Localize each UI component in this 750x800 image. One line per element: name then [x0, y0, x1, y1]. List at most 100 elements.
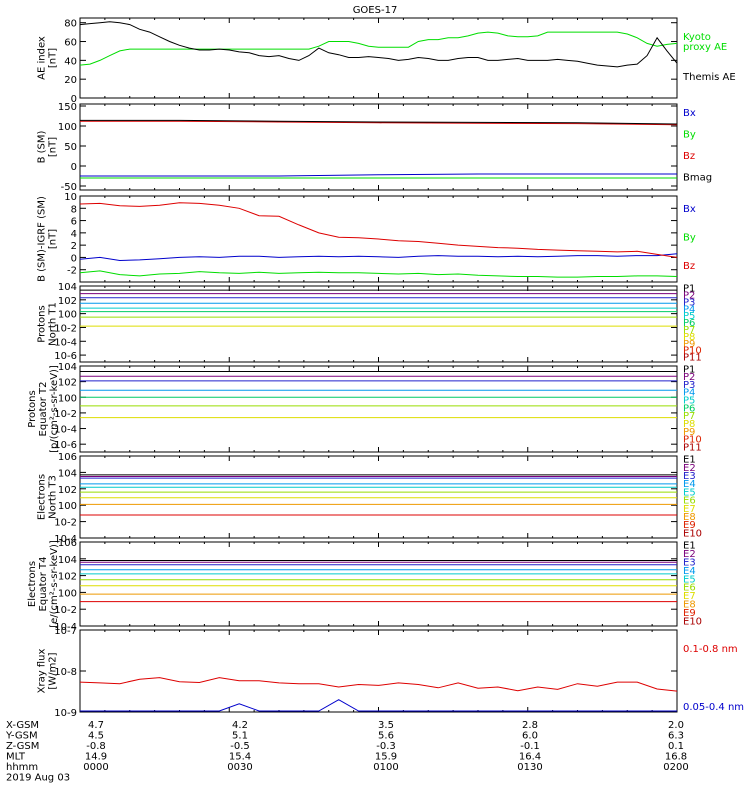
y-tick-label-en: 10-4	[54, 534, 77, 545]
y-tick-label-ee: 10-2	[54, 605, 77, 616]
panel-frame-xray	[79, 629, 678, 713]
series-line-bigrf-by	[79, 270, 678, 278]
legend-label-pe: P3	[683, 380, 695, 391]
legend-label-xray: 0.1-0.8 nm	[683, 644, 738, 655]
y-axis-label-ae: [nT]	[48, 48, 59, 68]
y-tick-label-ee: 106	[58, 538, 77, 549]
y-tick-label-bsm: 0	[71, 162, 77, 173]
x-axis-value: 0200	[663, 762, 688, 773]
series-line-bigrf-bx	[79, 253, 678, 262]
y-tick-label-pn: 102	[58, 296, 77, 307]
y-tick-label-bigrf: 4	[71, 229, 77, 240]
x-axis-row-label: X-GSM	[6, 720, 39, 731]
x-axis-value: 4.7	[88, 720, 104, 731]
series-line-bsm-bx	[80, 173, 677, 177]
y-tick-label-ae: 0	[71, 94, 77, 105]
legend-label-bsm: Bmag	[683, 172, 712, 183]
legend-label-pe: P1	[683, 364, 695, 375]
y-axis-label-pe: Equator T2	[38, 382, 49, 437]
x-axis-row-label: hhmm	[6, 762, 38, 773]
y-tick-label-bigrf: 10	[64, 192, 77, 203]
legend-label-pn: P10	[683, 346, 702, 357]
y-tick-label-bsm: 50	[64, 142, 77, 153]
legend-label-ee: E1	[683, 541, 696, 552]
legend-label-ae: proxy AE	[683, 42, 727, 53]
x-axis-value: 15.4	[229, 752, 251, 763]
y-tick-label-pn: 10-2	[54, 323, 77, 334]
panel-frame-en	[79, 455, 678, 539]
legend-label-ee: E8	[683, 600, 696, 611]
y-axis-label-xray: [W/m2]	[48, 652, 59, 689]
y-axis-label-ee: Electrons	[27, 561, 38, 607]
legend-label-xray: 0.05-0.4 nm	[683, 702, 744, 713]
series-line-bigrf-bz	[79, 202, 678, 258]
x-axis-value: -0.1	[520, 741, 540, 752]
y-tick-label-bsm: 150	[58, 102, 77, 113]
y-axis-label-en: Electrons	[37, 474, 48, 520]
series-line-ae-kyoto-proxy-ae	[79, 31, 678, 66]
y-tick-label-pe: 10-2	[54, 409, 77, 420]
x-axis-value: 3.5	[378, 720, 394, 731]
legend-label-pe: P9	[683, 427, 695, 438]
y-axis-label-bsm: B (SM)	[37, 130, 48, 163]
y-axis-label-bigrf: B (SM)-IGRF (SM)	[37, 196, 48, 282]
x-axis-value: 0000	[83, 762, 108, 773]
y-axis-label-pe: Protons	[27, 390, 38, 427]
legend-label-en: E9	[683, 520, 696, 531]
legend-label-en: E5	[683, 487, 696, 498]
y-tick-label-pe: 10-6	[54, 440, 77, 451]
x-axis-value: 16.8	[665, 752, 687, 763]
x-axis-row-label: Y-GSM	[5, 731, 38, 742]
legend-label-pn: P1	[683, 284, 695, 295]
y-axis-label-ae: AE index	[37, 36, 48, 80]
legend-label-pe: P2	[683, 372, 695, 383]
y-tick-label-ee: 102	[58, 572, 77, 583]
y-tick-label-pe: 10-4	[54, 425, 77, 436]
y-tick-label-ae: 20	[64, 75, 77, 86]
y-tick-label-ee: 10-4	[54, 622, 77, 633]
y-tick-label-xray: 10-7	[54, 626, 77, 637]
y-axis-label-xray: Xray flux	[37, 649, 48, 694]
legend-label-ae: Kyoto	[683, 32, 711, 43]
y-tick-label-pn: 104	[58, 282, 77, 293]
legend-label-en: E7	[683, 504, 696, 515]
y-tick-label-bsm: -50	[61, 182, 77, 193]
x-axis-value: 0030	[227, 762, 252, 773]
y-tick-label-en: 100	[58, 501, 77, 512]
legend-label-bigrf: Bz	[683, 261, 695, 272]
legend-label-ee: E2	[683, 549, 696, 560]
x-axis-value: -0.5	[230, 741, 250, 752]
series-line-bsm-bmag	[80, 119, 678, 125]
series-line-xray-0-1-0-8-nm	[79, 677, 678, 692]
legend-label-bigrf: By	[683, 232, 696, 243]
legend-label-ae: Themis AE	[682, 72, 736, 83]
legend-label-pn: P4	[683, 304, 695, 315]
y-tick-label-ae: 40	[64, 56, 77, 67]
legend-label-pn: P8	[683, 332, 695, 343]
x-axis-value: 14.9	[85, 752, 107, 763]
y-tick-label-pe: 104	[58, 362, 77, 373]
y-tick-label-bsm: 100	[58, 122, 77, 133]
y-tick-label-bigrf: 0	[71, 253, 77, 264]
y-tick-label-bigrf: -2	[67, 266, 77, 277]
legend-label-pn: P6	[683, 318, 695, 329]
y-tick-label-bigrf: 2	[71, 241, 77, 252]
legend-label-en: E6	[683, 496, 696, 507]
y-tick-label-pn: 10-6	[54, 351, 77, 362]
y-axis-label-en: North T3	[48, 475, 59, 519]
x-axis-value: 2.8	[522, 720, 538, 731]
x-axis-value: 6.0	[522, 731, 538, 742]
legend-label-ee: E5	[683, 574, 696, 585]
y-tick-label-ae: 80	[64, 19, 77, 30]
y-axis-label-bsm: [nT]	[48, 137, 59, 157]
y-tick-label-pe: 100	[58, 393, 77, 404]
y-axis-label-ee: Equator T4	[38, 557, 49, 612]
legend-label-pe: P8	[683, 419, 695, 430]
legend-label-pn: P2	[683, 290, 695, 301]
legend-label-pn: P3	[683, 297, 695, 308]
x-axis-value: 6.3	[668, 731, 684, 742]
series-line-xray-0-05-0-4-nm	[80, 699, 677, 712]
legend-label-ee: E9	[683, 608, 696, 619]
legend-label-ee: E10	[683, 616, 702, 627]
